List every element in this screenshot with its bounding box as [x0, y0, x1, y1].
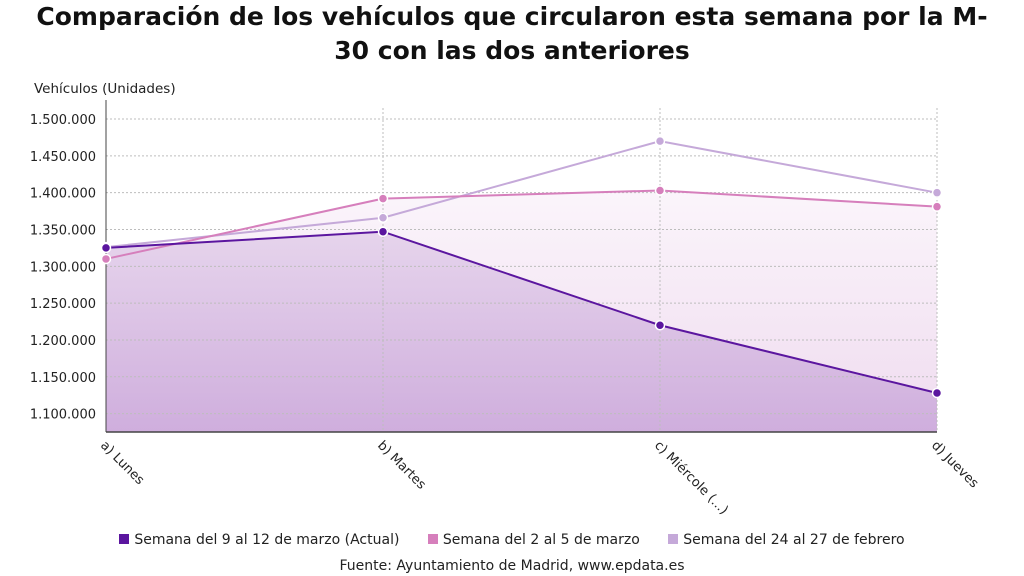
data-point-actual: [654, 319, 666, 331]
x-tick-label: c) Miércole (...): [651, 438, 731, 518]
y-tick-label: 1.400.000: [30, 187, 96, 202]
series-line-2-5-marzo: [105, 189, 938, 260]
y-tick-label: 1.250.000: [30, 297, 96, 312]
data-point-actual: [377, 226, 389, 237]
data-point-24-27-febrero: [931, 187, 943, 198]
data-point-24-27-febrero: [654, 135, 666, 147]
chart-title-line-2: 30 con las dos anteriores: [334, 36, 690, 65]
series-line-actual: [105, 230, 938, 394]
series-line-24-27-febrero: [105, 140, 938, 249]
line-chart: 1.100.000 1.150.000 1.200.000 1.250.000 1.30…: [30, 81, 982, 518]
data-point-actual: [100, 242, 112, 254]
area-fill-actual: [106, 231, 937, 432]
data-point-2-5-marzo: [654, 185, 666, 196]
y-tick-label: 1.100.000: [30, 408, 96, 423]
data-point-2-5-marzo: [931, 201, 943, 212]
legend-item-24-27-febrero[interactable]: Semana del 24 al 27 de febrero: [668, 532, 905, 548]
y-tick-label: 1.500.000: [30, 113, 96, 128]
data-point-2-5-marzo: [377, 193, 389, 204]
data-point-2-5-marzo: [100, 253, 112, 265]
x-tick-label: d) Jueves: [928, 438, 981, 491]
legend-item-actual[interactable]: Semana del 9 al 12 de marzo (Actual): [119, 532, 399, 548]
chart-title-line-1: Comparación de los vehículos que circula…: [36, 2, 988, 31]
source-note: Fuente: Ayuntamiento de Madrid, www.epda…: [339, 558, 685, 574]
y-axis-label: Vehículos (Unidades): [34, 81, 176, 97]
legend-swatch-actual: [119, 534, 130, 544]
legend-swatch-24-27-febrero: [668, 534, 679, 544]
data-point-actual: [931, 387, 943, 399]
legend-item-2-5-marzo[interactable]: Semana del 2 al 5 de marzo: [427, 532, 640, 548]
x-tick-label: a) Lunes: [97, 438, 147, 488]
y-tick-label: 1.350.000: [30, 224, 96, 239]
legend-label-2-5-marzo: Semana del 2 al 5 de marzo: [442, 532, 640, 548]
data-point-24-27-febrero: [377, 212, 389, 223]
legend-swatch-2-5-marzo: [427, 534, 438, 544]
legend-label-24-27-febrero: Semana del 24 al 27 de febrero: [683, 532, 905, 548]
chart-title: Comparación de los vehículos que circula…: [0, 0, 1024, 68]
y-tick-label: 1.200.000: [30, 334, 96, 349]
x-tick-label: b) Martes: [374, 438, 429, 493]
y-tick-label: 1.450.000: [30, 150, 96, 165]
y-tick-label: 1.300.000: [30, 260, 96, 275]
legend-label-actual: Semana del 9 al 12 de marzo (Actual): [134, 532, 400, 548]
y-tick-label: 1.150.000: [30, 371, 96, 386]
chart-legend: Semana del 9 al 12 de marzo (Actual) Sem…: [0, 532, 1024, 548]
